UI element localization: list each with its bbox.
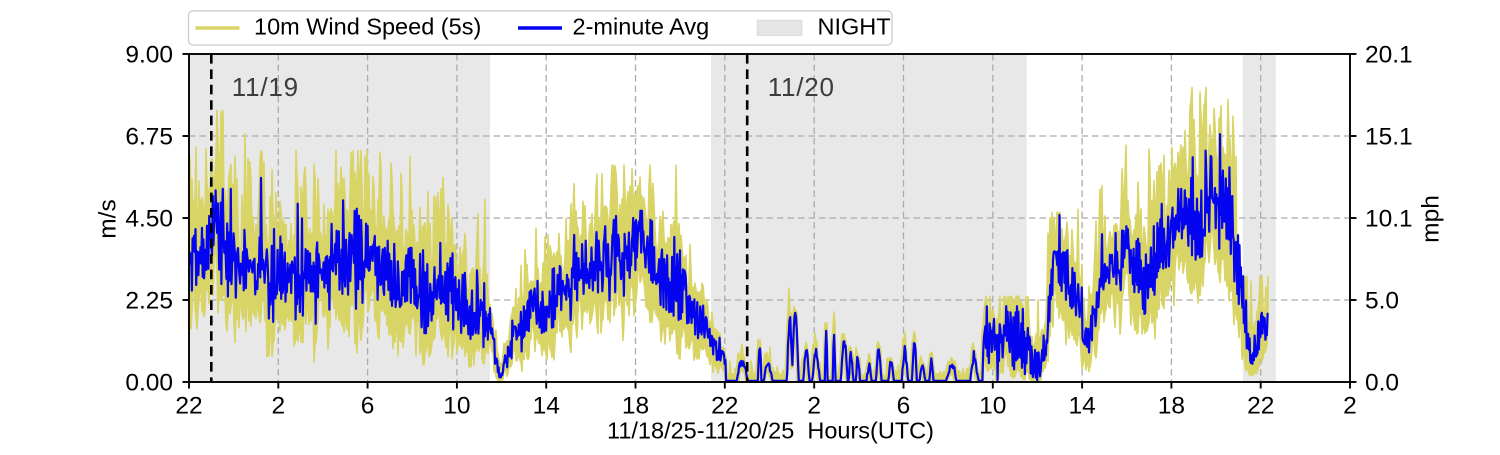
svg-text:5.0: 5.0 bbox=[1365, 287, 1399, 314]
svg-text:10m Wind Speed (5s): 10m Wind Speed (5s) bbox=[254, 14, 481, 40]
svg-text:2: 2 bbox=[807, 393, 821, 420]
svg-text:4.50: 4.50 bbox=[125, 205, 173, 232]
svg-text:6: 6 bbox=[361, 393, 375, 420]
svg-text:10: 10 bbox=[443, 393, 470, 420]
svg-text:11/18/25-11/20/25 Hours(UTC): 11/18/25-11/20/25 Hours(UTC) bbox=[607, 418, 934, 444]
svg-text:6.75: 6.75 bbox=[125, 123, 173, 150]
svg-text:15.1: 15.1 bbox=[1365, 123, 1413, 150]
svg-text:20.1: 20.1 bbox=[1365, 41, 1413, 68]
svg-text:14: 14 bbox=[533, 393, 560, 420]
svg-text:0.00: 0.00 bbox=[125, 369, 173, 396]
svg-text:11/19: 11/19 bbox=[232, 72, 299, 102]
svg-text:11/20: 11/20 bbox=[768, 72, 835, 102]
svg-text:10.1: 10.1 bbox=[1365, 205, 1413, 232]
svg-text:2.25: 2.25 bbox=[125, 287, 173, 314]
svg-text:22: 22 bbox=[711, 393, 738, 420]
svg-text:14: 14 bbox=[1068, 393, 1095, 420]
svg-text:9.00: 9.00 bbox=[125, 41, 173, 68]
svg-text:18: 18 bbox=[622, 393, 649, 420]
svg-text:0.0: 0.0 bbox=[1365, 369, 1399, 396]
svg-text:22: 22 bbox=[175, 393, 202, 420]
svg-text:10: 10 bbox=[979, 393, 1006, 420]
svg-text:22: 22 bbox=[1247, 393, 1274, 420]
svg-text:m/s: m/s bbox=[95, 199, 122, 238]
svg-text:2: 2 bbox=[1343, 393, 1357, 420]
svg-text:2-minute Avg: 2-minute Avg bbox=[573, 14, 710, 40]
svg-text:NIGHT: NIGHT bbox=[818, 14, 891, 40]
svg-text:mph: mph bbox=[1418, 195, 1445, 243]
svg-text:6: 6 bbox=[897, 393, 911, 420]
svg-text:18: 18 bbox=[1158, 393, 1185, 420]
svg-text:2: 2 bbox=[271, 393, 285, 420]
